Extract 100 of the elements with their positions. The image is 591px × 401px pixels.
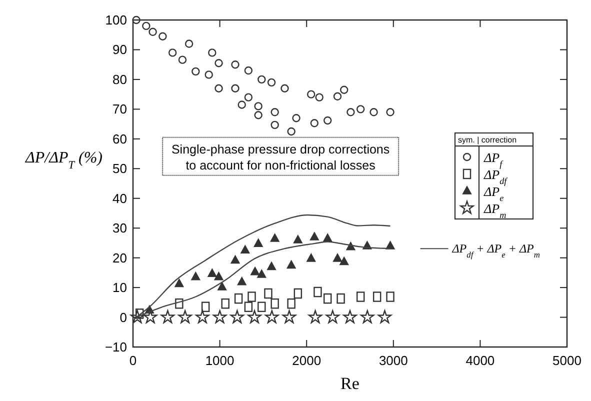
point xyxy=(208,268,217,277)
y-axis-title: ΔP/ΔP$_{T}$ (%) xyxy=(24,150,102,172)
point xyxy=(294,288,302,299)
point xyxy=(148,28,157,36)
point xyxy=(258,302,266,312)
point xyxy=(175,298,184,309)
point xyxy=(234,293,243,304)
legend-label: ΔP$_{df}$ xyxy=(483,166,508,186)
annotation: Single-phase pressure drop corrections to account for non-frictional losses xyxy=(171,142,390,172)
point xyxy=(386,292,394,302)
point xyxy=(184,40,194,48)
legend-label: ΔP$_{f}$ xyxy=(483,150,504,169)
point xyxy=(336,293,345,304)
point xyxy=(178,310,192,324)
point xyxy=(130,310,144,324)
point xyxy=(214,84,223,92)
point xyxy=(333,92,342,100)
point xyxy=(244,66,253,75)
legend-label: ΔP$_{e}$ xyxy=(483,184,504,203)
point xyxy=(214,59,223,68)
point xyxy=(248,292,256,302)
point xyxy=(264,310,279,324)
point xyxy=(370,108,378,116)
point xyxy=(287,127,296,136)
point xyxy=(360,310,374,324)
point xyxy=(230,310,244,324)
point xyxy=(372,292,382,302)
point xyxy=(310,119,319,128)
point xyxy=(267,262,276,270)
point xyxy=(142,22,150,30)
point xyxy=(324,116,332,125)
y-tick-label: −10 xyxy=(104,340,127,354)
point xyxy=(323,234,332,242)
x-tick-label: 2000 xyxy=(292,353,322,368)
y-tick-label: 20 xyxy=(112,250,127,266)
point xyxy=(212,310,227,324)
point xyxy=(238,100,246,109)
x-tick-label: 3000 xyxy=(378,353,408,368)
point xyxy=(340,256,349,266)
point xyxy=(160,310,175,324)
point xyxy=(280,84,289,92)
point xyxy=(307,90,316,98)
point xyxy=(310,232,319,240)
point xyxy=(270,120,279,130)
legend-label: ΔP$_{df}$ + ΔP$_{e}$ + ΔP$_{m}$ xyxy=(451,242,540,260)
point xyxy=(168,48,177,57)
point xyxy=(192,67,200,76)
point xyxy=(158,32,167,40)
point xyxy=(230,255,240,264)
point xyxy=(287,298,296,309)
point xyxy=(386,108,394,116)
point xyxy=(293,235,302,244)
point xyxy=(257,270,266,278)
point xyxy=(208,48,216,57)
point xyxy=(174,278,184,288)
point xyxy=(386,241,395,250)
point xyxy=(196,310,210,324)
point xyxy=(201,302,210,312)
point xyxy=(248,310,262,324)
point xyxy=(356,105,365,114)
point xyxy=(306,254,316,262)
x-tick-label: 0 xyxy=(129,353,137,368)
point xyxy=(254,102,262,110)
point xyxy=(282,310,296,324)
point xyxy=(326,310,340,324)
point xyxy=(191,272,200,280)
point xyxy=(286,260,296,269)
point xyxy=(254,238,263,247)
x-tick-label: 4000 xyxy=(466,353,495,368)
y-tick-label: 0 xyxy=(120,310,127,325)
y-tick-label: 10 xyxy=(112,280,127,296)
point xyxy=(356,292,365,302)
point xyxy=(204,70,213,79)
y-tick-label: 50 xyxy=(112,161,127,176)
point xyxy=(214,272,224,280)
point xyxy=(314,286,322,298)
point xyxy=(343,310,357,324)
y-tick-label: 100 xyxy=(105,12,127,28)
point xyxy=(324,293,332,304)
x-axis-title: Re xyxy=(340,374,360,393)
point xyxy=(132,16,140,24)
point xyxy=(267,78,276,87)
point xyxy=(315,93,324,102)
point xyxy=(250,266,260,276)
point xyxy=(333,254,342,262)
point xyxy=(231,84,240,92)
point xyxy=(340,86,348,94)
point xyxy=(270,234,280,242)
point xyxy=(378,310,392,324)
point xyxy=(308,310,322,324)
point xyxy=(244,93,253,102)
y-tick-label: 30 xyxy=(112,220,127,236)
point xyxy=(258,75,266,84)
y-tick-label: 90 xyxy=(112,42,127,58)
point xyxy=(218,282,227,290)
point xyxy=(240,245,250,254)
y-tick-label: 60 xyxy=(112,131,127,146)
y-tick-label: 80 xyxy=(112,72,127,87)
x-tick-label: 1000 xyxy=(205,353,234,368)
point xyxy=(292,114,300,122)
